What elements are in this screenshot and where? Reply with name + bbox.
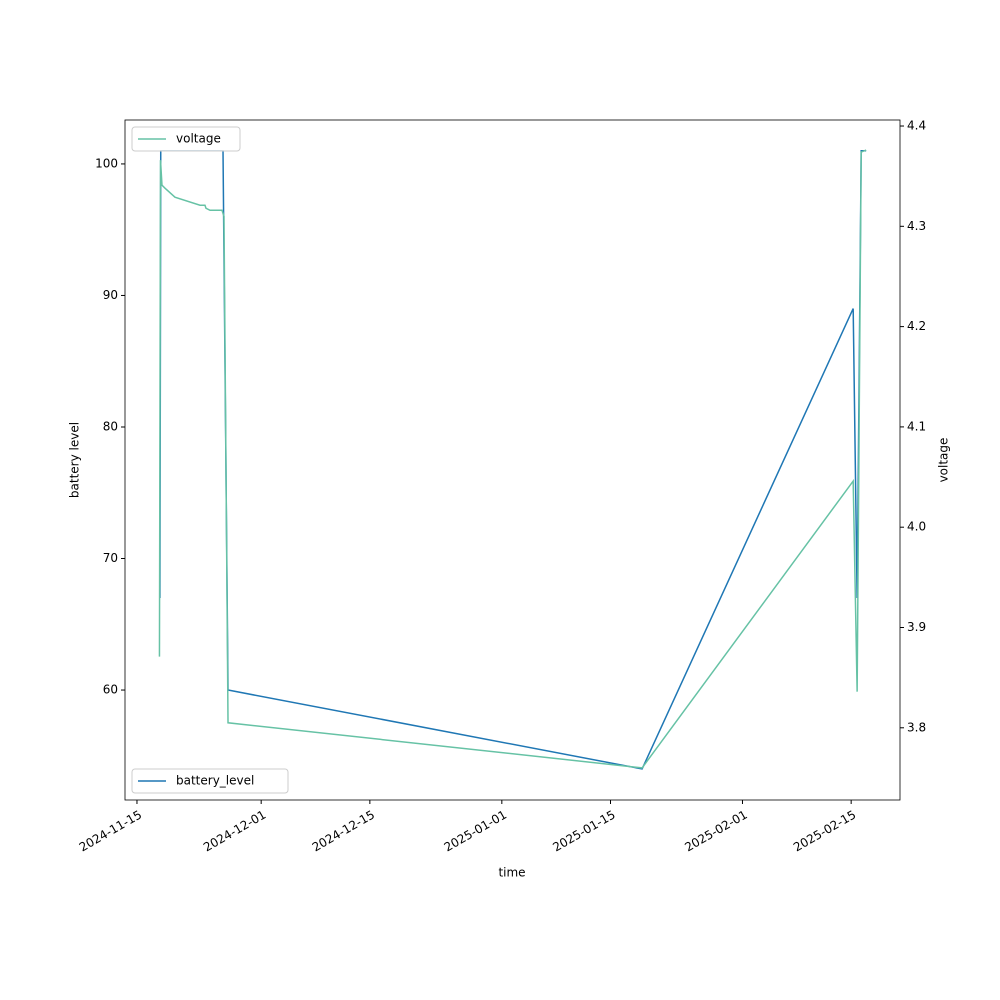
y2-axis-label: voltage [937,438,951,483]
legend-box [131,126,241,152]
y2-tick-label: 4.2 [907,319,926,333]
legend-label: voltage [176,132,221,146]
y2-tick-label: 4.4 [907,119,926,133]
plot-frame [124,119,901,801]
y-tick-label: 80 [103,419,118,433]
y-tick-label: 100 [95,156,118,170]
y2-tick-label: 4.0 [907,520,926,534]
y-tick-label: 90 [103,288,118,302]
y-tick-label: 70 [103,551,118,565]
legend-box [131,768,289,794]
y2-tick-label: 4.1 [907,419,926,433]
y2-tick-label: 3.9 [907,620,926,634]
y-axis-label: battery level [68,422,82,498]
y2-tick-label: 3.8 [907,720,926,734]
y-tick-label: 60 [103,683,118,697]
series-line [158,149,867,769]
y2-tick-label: 4.3 [907,219,926,233]
legend-label: battery_level [176,774,254,788]
x-axis-label: time [498,866,525,880]
